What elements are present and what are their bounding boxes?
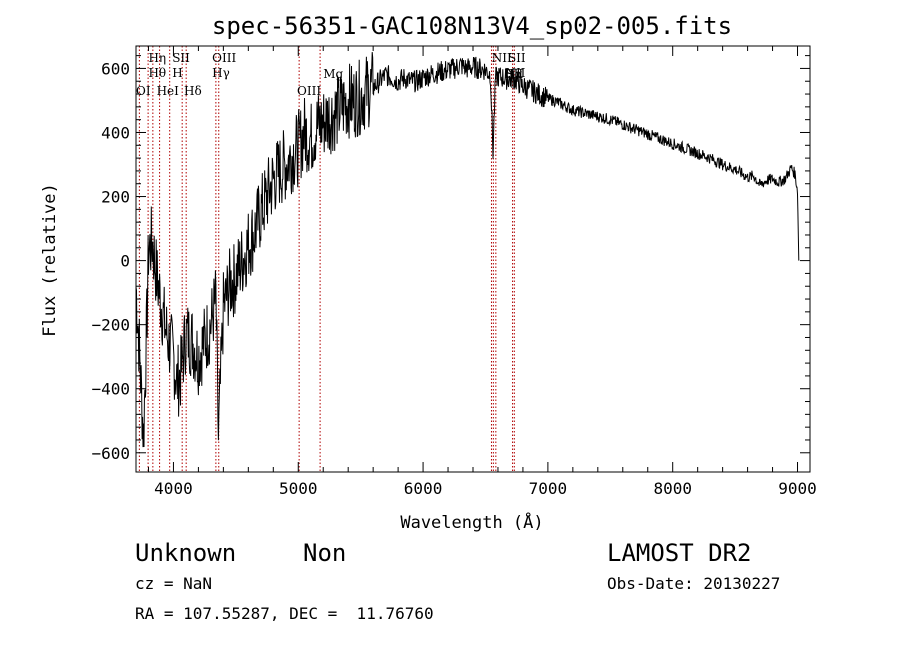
spectral-line-label: Hδ <box>184 84 202 98</box>
chart-title: spec-56351-GAC108N13V4_sp02-005.fits <box>212 12 732 40</box>
spectral-line-label: SII <box>508 51 526 65</box>
object-class: Unknown <box>135 539 237 567</box>
spectral-line-label: Hθ <box>148 66 166 80</box>
spectral-line-label: OIII <box>212 51 236 65</box>
obs-date: Obs-Date: 20130227 <box>607 574 781 593</box>
x-tick-label: 9000 <box>778 479 817 498</box>
spectral-line-label: Hα <box>504 67 523 81</box>
x-tick-label: 7000 <box>529 479 568 498</box>
cz-value: cz = NaN <box>135 574 213 593</box>
spectral-line-label: SII <box>172 51 190 65</box>
spectral-line-label: NII <box>492 51 512 65</box>
y-axis-label: Flux (relative) <box>40 183 60 337</box>
survey-name: LAMOST DR2 <box>607 539 752 567</box>
coordinates: RA = 107.55287, DEC = 11.76760 <box>135 604 434 623</box>
x-axis-label: Wavelength (Å) <box>400 511 543 533</box>
spectral-line-label: Hγ <box>212 66 230 80</box>
spectral-line-label: HeI <box>157 84 180 98</box>
spectral-line-label: OI <box>136 84 151 98</box>
spectral-line-label: SII <box>505 67 523 81</box>
y-tick-label: −400 <box>91 380 130 399</box>
plot-area: 4000 5000 6000 7000 8000 9000 −600 −400 −200 0 200… <box>91 45 817 498</box>
spectral-line-label: Hη <box>148 51 166 65</box>
spectrum-series-line <box>135 52 800 448</box>
spectral-line-label: NII <box>505 66 525 80</box>
x-tick-label: 4000 <box>154 479 193 498</box>
y-tick-label: −200 <box>91 316 130 335</box>
x-tick-label: 8000 <box>653 479 692 498</box>
object-subclass: Non <box>303 539 347 567</box>
y-tick-label: 400 <box>101 123 130 142</box>
x-tick-label: 6000 <box>404 479 443 498</box>
y-tick-label: 600 <box>101 59 130 78</box>
spectral-line-label: Mg <box>323 67 343 81</box>
x-tick-label: 5000 <box>279 479 318 498</box>
spectral-line-label: OIII <box>297 84 321 98</box>
y-tick-label: −600 <box>91 444 130 463</box>
y-tick-label: 0 <box>120 252 130 271</box>
y-tick-label: 200 <box>101 188 130 207</box>
spectral-line-label: H <box>172 66 182 80</box>
